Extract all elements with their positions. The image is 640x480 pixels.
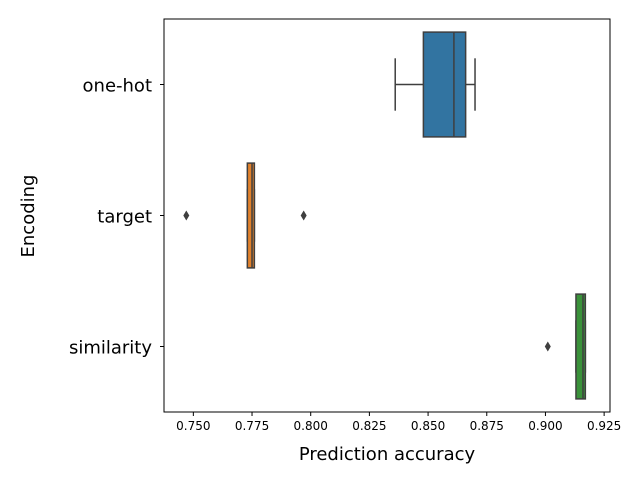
x-axis: 0.750 0.775 0.800 0.825 0.850 0.875 0.900 0.925 xyxy=(176,412,621,433)
box-iqr xyxy=(575,293,587,400)
y-category-label: similarity xyxy=(69,338,152,359)
plot-frame xyxy=(163,18,611,413)
y-axis-title: Encoding xyxy=(18,175,39,258)
outlier-marker xyxy=(300,210,307,221)
y-axis: one-hot target similarity xyxy=(69,76,164,359)
x-tick-label: 0.750 xyxy=(176,419,210,433)
y-category-label: target xyxy=(97,207,152,228)
x-axis-title: Prediction accuracy xyxy=(299,444,476,465)
box-similarity xyxy=(544,293,587,400)
x-tick-label: 0.925 xyxy=(587,419,621,433)
box-iqr xyxy=(246,162,256,269)
box-iqr xyxy=(422,31,467,138)
box-one-hot xyxy=(394,31,476,138)
x-tick-label: 0.875 xyxy=(470,419,504,433)
x-tick-label: 0.850 xyxy=(411,419,445,433)
x-tick-label: 0.825 xyxy=(352,419,386,433)
x-tick-label: 0.800 xyxy=(294,419,328,433)
box-target xyxy=(183,162,307,269)
y-category-label: one-hot xyxy=(83,76,152,97)
x-tick-label: 0.900 xyxy=(528,419,562,433)
outlier-marker xyxy=(183,210,190,221)
outlier-marker xyxy=(544,341,551,352)
boxes-layer xyxy=(183,31,587,400)
x-tick-label: 0.775 xyxy=(235,419,269,433)
